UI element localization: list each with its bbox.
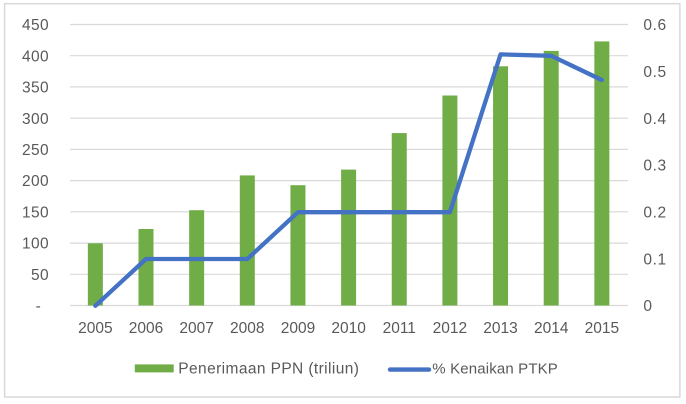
svg-text:2012: 2012 <box>433 320 467 337</box>
svg-text:200: 200 <box>22 173 49 190</box>
svg-text:400: 400 <box>22 48 49 65</box>
svg-text:2014: 2014 <box>534 320 569 337</box>
svg-text:250: 250 <box>22 142 49 159</box>
svg-text:2007: 2007 <box>179 320 213 337</box>
svg-text:2015: 2015 <box>585 320 619 337</box>
svg-text:0.3: 0.3 <box>643 158 666 175</box>
svg-text:300: 300 <box>22 111 49 128</box>
svg-text:50: 50 <box>31 267 49 284</box>
svg-text:0.2: 0.2 <box>643 204 666 221</box>
svg-text:2011: 2011 <box>383 320 416 337</box>
svg-text:2010: 2010 <box>331 320 366 337</box>
svg-text:450: 450 <box>22 17 49 34</box>
svg-text:2013: 2013 <box>483 320 517 337</box>
svg-text:2009: 2009 <box>281 320 315 337</box>
svg-text:Penerimaan PPN (triliun): Penerimaan PPN (triliun) <box>178 360 359 377</box>
svg-text:100: 100 <box>22 236 49 253</box>
svg-text:0.6: 0.6 <box>643 17 666 34</box>
svg-text:2005: 2005 <box>78 320 112 337</box>
svg-text:150: 150 <box>22 204 49 221</box>
svg-text:0.4: 0.4 <box>643 111 666 128</box>
svg-text:0: 0 <box>643 298 652 315</box>
svg-text:0.1: 0.1 <box>643 251 666 268</box>
svg-text:% Kenaikan PTKP: % Kenaikan PTKP <box>432 360 558 377</box>
svg-text:2006: 2006 <box>129 320 163 337</box>
svg-text:0.5: 0.5 <box>643 64 666 81</box>
svg-text:2008: 2008 <box>230 320 264 337</box>
svg-text:350: 350 <box>22 80 49 97</box>
svg-text:-: - <box>36 298 42 315</box>
